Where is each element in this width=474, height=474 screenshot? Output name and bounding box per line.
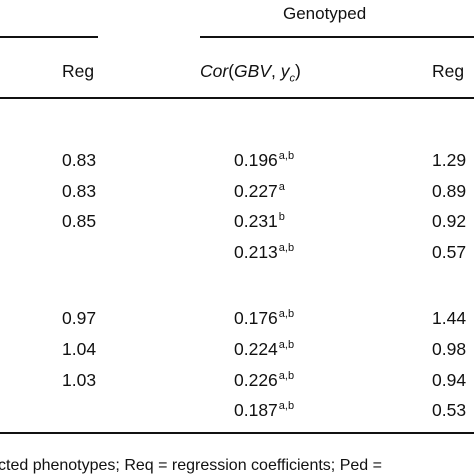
cor-value: 0.196a,b	[234, 150, 295, 170]
reg-left-value: 1.04	[62, 339, 97, 359]
cor-value: 0.213a,b	[234, 242, 295, 262]
reg-right-value: 0.53	[432, 400, 467, 420]
cor-y: y	[280, 61, 290, 81]
reg-right-value: 0.98	[432, 339, 467, 359]
cor-value: 0.187a,b	[234, 400, 295, 420]
cor-paren-open: (	[228, 61, 235, 81]
reg-left-value: 0.83	[62, 150, 97, 170]
header-rule-left	[0, 36, 98, 38]
reg-right-value: 1.44	[432, 308, 467, 328]
cor-sep: ,	[271, 61, 281, 81]
header-rule-right	[200, 36, 474, 38]
reg-right-value: 1.29	[432, 150, 467, 170]
table-footnote: cted phenotypes; Req = regression coeffi…	[0, 457, 382, 474]
cor-value: 0.226a,b	[234, 370, 295, 390]
cor-paren-close: )	[294, 61, 301, 81]
cor-y-subscript: c	[289, 72, 295, 85]
reg-left-value: 0.97	[62, 308, 97, 328]
cor-gbv: GBV	[234, 61, 271, 81]
reg-right-value: 0.89	[432, 181, 467, 201]
cor-value: 0.176a,b	[234, 308, 295, 328]
reg-left-value: 1.03	[62, 370, 97, 390]
reg-right-value: 0.94	[432, 370, 467, 390]
column-header-reg-left: Reg	[62, 61, 95, 81]
genotyped-group-label: Genotyped	[283, 4, 367, 23]
reg-right-value: 0.57	[432, 242, 467, 262]
reg-left-value: 0.83	[62, 181, 97, 201]
reg-left-value: 0.85	[62, 211, 97, 231]
cor-value: 0.227a	[234, 181, 285, 201]
table-bottom-rule	[0, 432, 474, 434]
cor-value: 0.231b	[234, 211, 285, 231]
column-header-reg-right: Reg	[432, 61, 465, 81]
reg-right-value: 0.92	[432, 211, 467, 231]
header-bottom-rule	[0, 97, 474, 99]
cor-value: 0.224a,b	[234, 339, 295, 359]
column-header-cor: Cor(GBV, yc)	[200, 61, 301, 85]
cor-label: Cor	[200, 61, 229, 81]
